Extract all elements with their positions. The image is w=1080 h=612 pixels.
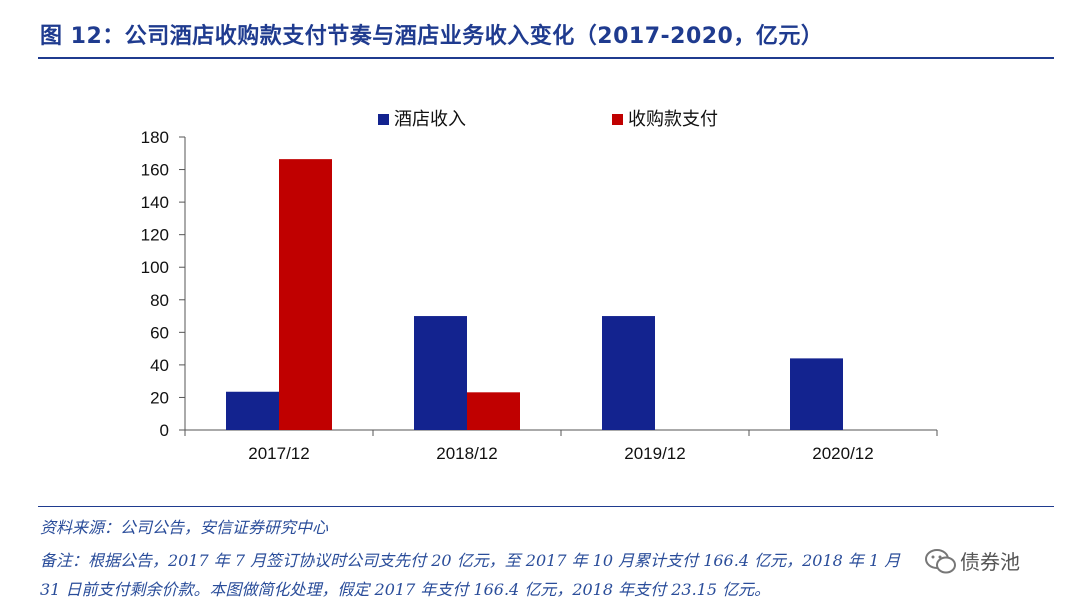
source-note: 资料来源：公司公告，安信证券研究中心	[40, 518, 329, 537]
chart-legend: 酒店收入 收购款支付	[378, 109, 718, 130]
y-tick-label: 80	[150, 291, 169, 310]
y-tick-label: 100	[141, 258, 169, 277]
bar-hotel-revenue	[790, 358, 843, 430]
x-tick-label: 2018/12	[436, 444, 497, 463]
x-tick-label: 2019/12	[624, 444, 685, 463]
x-tick-label: 2017/12	[248, 444, 309, 463]
footer-rule	[38, 506, 1054, 507]
legend-swatch	[378, 114, 389, 125]
y-tick-label: 160	[141, 161, 169, 180]
figure-title: 图 12：公司酒店收购款支付节奏与酒店业务收入变化（2017-2020，亿元）	[40, 24, 824, 49]
bar-hotel-revenue	[414, 316, 467, 430]
bar-acquisition-payment	[467, 392, 520, 430]
bar-hotel-revenue	[226, 391, 279, 430]
wechat-icon	[925, 549, 956, 574]
remark-line-1: 备注：根据公告，2017 年 7 月签订协议时公司支先付 20 亿元，至 201…	[40, 551, 901, 570]
y-tick-label: 180	[141, 128, 169, 147]
watermark-text: 债券池	[960, 550, 1020, 574]
title-rule	[38, 57, 1054, 59]
y-tick-label: 0	[160, 421, 169, 440]
bar-chart: 酒店收入 收购款支付 0 20 40 60 80 100 120 140 160 180 2017/…	[141, 109, 938, 463]
y-tick-label: 140	[141, 193, 169, 212]
legend-swatch	[612, 114, 623, 125]
x-axis: 2017/12 2018/12 2019/12 2020/12	[184, 429, 938, 463]
remark-line-2: 31 日前支付剩余价款。本图做简化处理，假定 2017 年支付 166.4 亿元…	[40, 580, 771, 599]
y-tick-label: 20	[150, 388, 169, 407]
y-tick-label: 120	[141, 226, 169, 245]
y-axis: 0 20 40 60 80 100 120 140 160 180	[141, 128, 186, 440]
bar-acquisition-payment	[279, 159, 332, 431]
bar-hotel-revenue	[602, 316, 655, 430]
bars	[226, 159, 843, 431]
y-tick-label: 60	[150, 323, 169, 342]
legend-label: 收购款支付	[628, 109, 718, 130]
y-tick-label: 40	[150, 356, 169, 375]
x-tick-label: 2020/12	[812, 444, 873, 463]
legend-label: 酒店收入	[394, 109, 466, 130]
